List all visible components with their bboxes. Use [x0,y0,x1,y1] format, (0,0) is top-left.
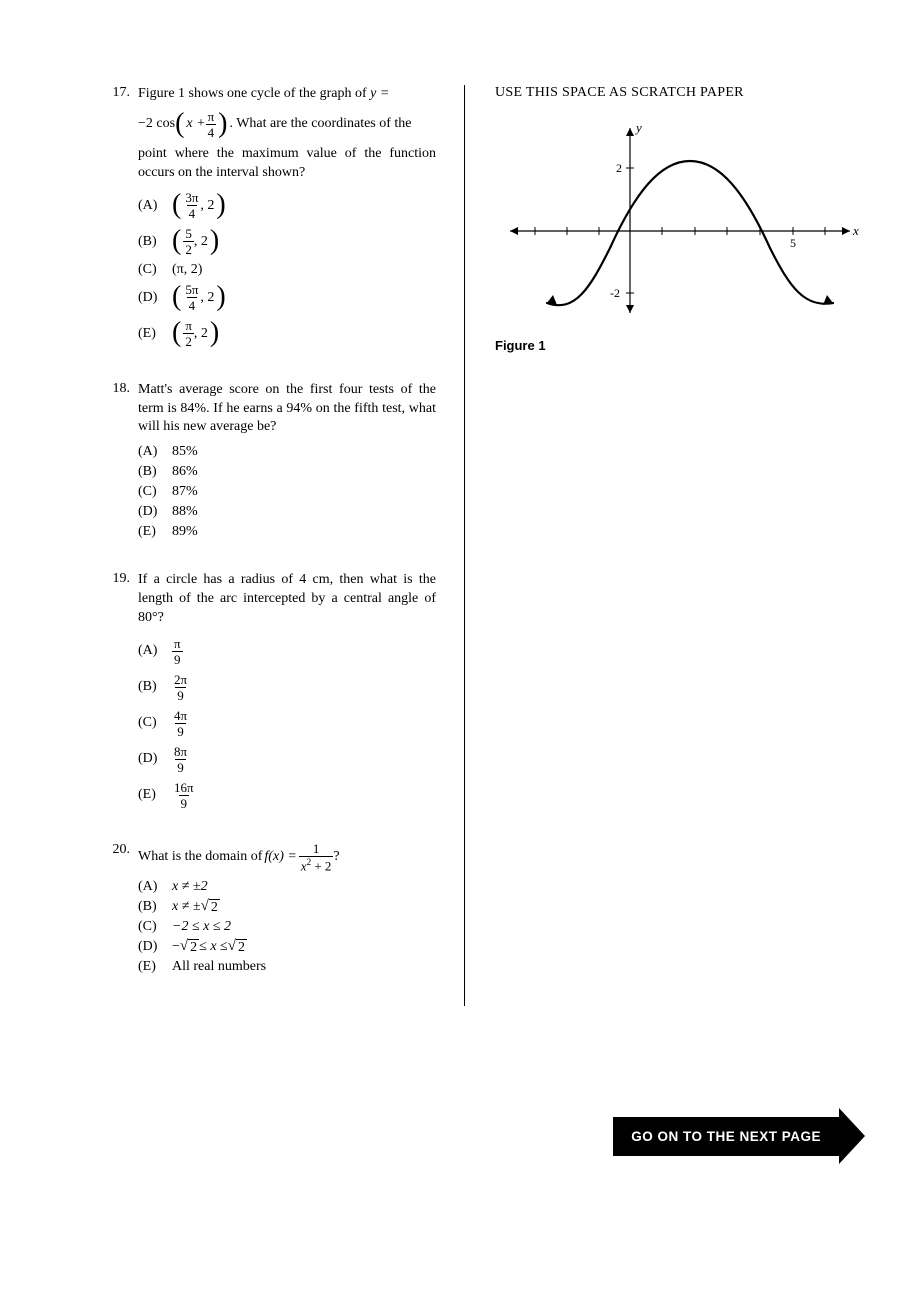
paren-left-icon: ( [175,113,184,135]
svg-text:y: y [634,120,642,135]
choice-a[interactable]: (A)85% [138,443,436,461]
choice-b[interactable]: (B)x ≠ ±√2 [138,898,436,916]
choice-b[interactable]: (B)2π9 [138,670,436,704]
question-number: 18. [110,381,138,544]
choice-e[interactable]: (E)89% [138,523,436,541]
scratch-column: USE THIS SPACE AS SCRATCH PAPER y x 2 -2 5 F… [483,85,865,1006]
choice-c[interactable]: (C)87% [138,483,436,501]
choice-d[interactable]: (D)−√2 ≤ x ≤ √2 [138,938,436,956]
questions-column: 17. Figure 1 shows one cycle of the grap… [110,85,446,1006]
choice-b[interactable]: (B) ( 52 , 2 ) [138,225,436,259]
question-text: If a circle has a radius of 4 cm, then w… [138,571,436,628]
choice-e[interactable]: (E) ( π2 , 2 ) [138,317,436,351]
question-text: Matt's average score on the first four t… [138,381,436,438]
question-text-cont: −2 cos ( x + π 4 ) . What are the coordi… [138,110,436,139]
column-divider [464,85,465,1006]
question-number: 20. [110,842,138,978]
svg-text:2: 2 [616,161,622,175]
choice-a[interactable]: (A)π9 [138,634,436,668]
choice-e[interactable]: (E)16π9 [138,778,436,812]
banner-text: GO ON TO THE NEXT PAGE [613,1117,839,1156]
paren-right-icon: ) [218,113,227,135]
scratch-header: USE THIS SPACE AS SCRATCH PAPER [495,85,865,101]
choice-e[interactable]: (E)All real numbers [138,958,436,976]
question-number: 19. [110,571,138,814]
svg-text:x: x [852,223,859,238]
question-text: Figure 1 shows one cycle of the graph of… [138,85,436,104]
svg-text:5: 5 [790,236,796,250]
next-page-banner: GO ON TO THE NEXT PAGE [613,1108,865,1164]
arrow-right-icon [839,1108,865,1164]
question-number: 17. [110,85,138,353]
question-text-rest: point where the maximum value of the fun… [138,145,436,183]
figure-label: Figure 1 [495,338,865,353]
choice-a[interactable]: (A) ( 3π4 , 2 ) [138,189,436,223]
choice-d[interactable]: (D)8π9 [138,742,436,776]
choice-d[interactable]: (D)88% [138,503,436,521]
question-20: 20. What is the domain of f(x) = 1 x2 + … [110,842,436,978]
choice-d[interactable]: (D) ( 5π4 , 2 ) [138,281,436,315]
svg-text:-2: -2 [610,286,620,300]
question-19: 19. If a circle has a radius of 4 cm, th… [110,571,436,814]
question-text: What is the domain of f(x) = 1 x2 + 2 ? [138,842,436,872]
choice-c[interactable]: (C)4π9 [138,706,436,740]
question-17: 17. Figure 1 shows one cycle of the grap… [110,85,436,353]
cosine-graph-icon: y x 2 -2 5 [495,113,865,323]
question-18: 18. Matt's average score on the first fo… [110,381,436,544]
choice-b[interactable]: (B)86% [138,463,436,481]
choice-a[interactable]: (A)x ≠ ±2 [138,878,436,896]
figure-1-graph: y x 2 -2 5 [495,113,865,328]
choice-c[interactable]: (C)−2 ≤ x ≤ 2 [138,918,436,936]
choice-c[interactable]: (C) (π, 2) [138,261,436,279]
